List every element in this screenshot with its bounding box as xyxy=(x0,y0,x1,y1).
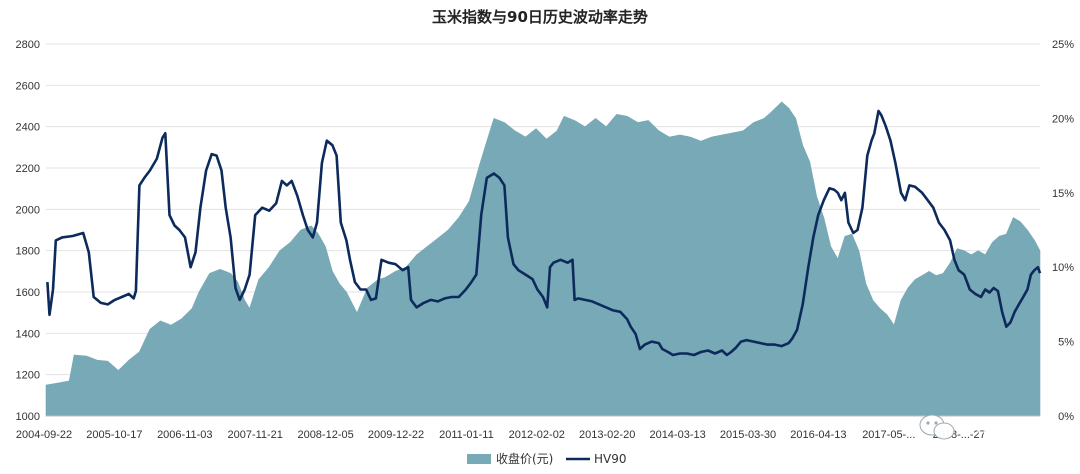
y-right-tick-label: 25% xyxy=(1052,39,1074,51)
x-tick-label: 2016-04-13 xyxy=(790,429,846,441)
y-left-tick-label: 1200 xyxy=(16,370,40,382)
y-left-tick-label: 1400 xyxy=(16,328,40,340)
y-right-tick-label: 20% xyxy=(1052,113,1074,125)
y-left-tick-label: 1600 xyxy=(16,287,40,299)
x-tick-label: 2014-03-13 xyxy=(649,429,705,441)
y-right-tick-label: 0% xyxy=(1058,411,1074,423)
chart-title: 玉米指数与90日历史波动率走势 xyxy=(432,8,648,26)
x-tick-label: 2008-12-05 xyxy=(297,429,353,441)
x-tick-label: 2005-10-17 xyxy=(86,429,142,441)
x-tick-label: 2015-03-30 xyxy=(720,429,776,441)
watermark-text: 期权十 xyxy=(962,416,1016,437)
x-tick-label: 2007-11-21 xyxy=(227,429,282,441)
x-tick-label: 2004-09-22 xyxy=(16,429,72,441)
series-area-layer xyxy=(45,101,1041,417)
y-left-tick-label: 2600 xyxy=(16,80,40,92)
x-axis: 2004-09-22 2005-10-17 2006-11-03 2007-11-21… xyxy=(16,415,1040,441)
y-axis-left: 1000 1200 1400 1600 1800 2000 2200 2400 2600 2800 xyxy=(16,39,40,423)
x-tick-label: 2012-02-02 xyxy=(509,429,565,441)
series-line-layer xyxy=(46,109,1042,357)
series-area-price xyxy=(45,101,1041,417)
x-tick-label: 2006-11-03 xyxy=(157,429,212,441)
y-left-tick-label: 1800 xyxy=(16,246,40,258)
legend-label-hv90: HV90 xyxy=(594,452,627,466)
series-line-hv90 xyxy=(46,109,1042,357)
y-right-tick-label: 5% xyxy=(1058,337,1074,349)
y-left-tick-label: 2400 xyxy=(16,122,40,134)
legend-label-price: 收盘价(元) xyxy=(496,451,553,466)
y-left-tick-label: 1000 xyxy=(16,411,40,423)
y-right-tick-label: 15% xyxy=(1052,188,1074,200)
wechat-icon xyxy=(919,414,955,440)
x-tick-label: 2011-01-11 xyxy=(439,429,494,441)
y-left-tick-label: 2000 xyxy=(16,204,40,216)
y-right-tick-label: 10% xyxy=(1052,262,1074,274)
x-tick-label: 2017-05-... xyxy=(862,429,915,441)
x-tick-label: 2009-12-22 xyxy=(368,429,424,441)
legend: 收盘价(元) HV90 xyxy=(467,451,627,466)
y-axis-right: 0% 5% 10% 15% 20% 25% xyxy=(1052,39,1074,423)
legend-swatch-price xyxy=(467,454,491,464)
x-tick-label: 2013-02-20 xyxy=(579,429,635,441)
watermark: 期权十 xyxy=(919,414,1016,440)
y-left-tick-label: 2800 xyxy=(16,39,40,51)
y-left-tick-label: 2200 xyxy=(16,163,40,175)
